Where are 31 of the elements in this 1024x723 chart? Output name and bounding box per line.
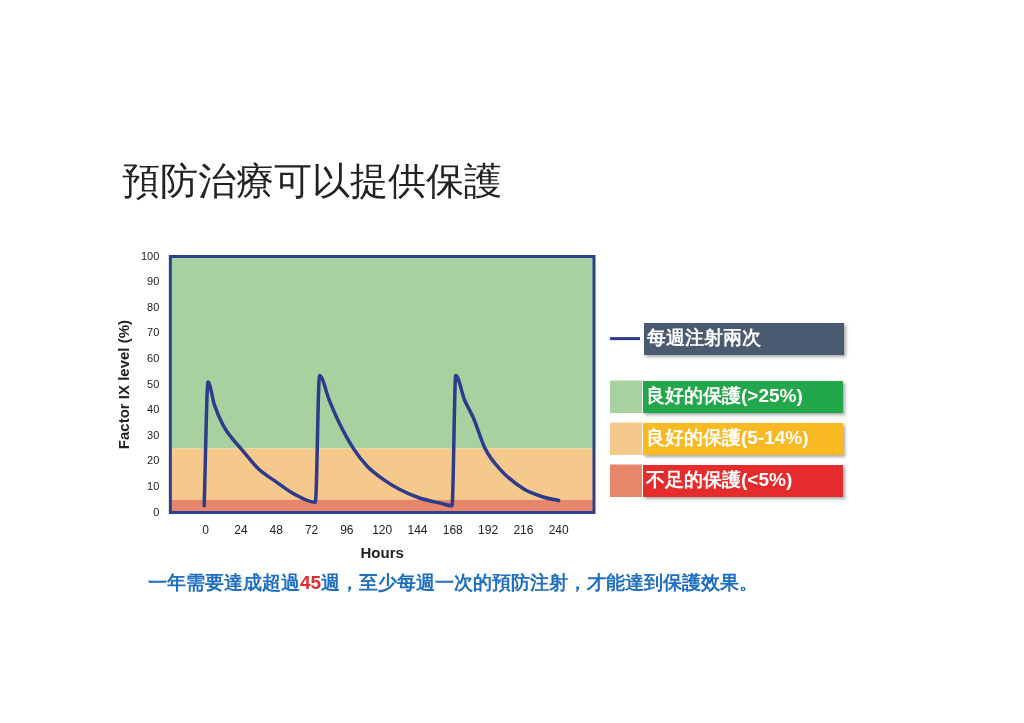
y-tick-label: 80 <box>147 300 160 313</box>
x-tick-label: 48 <box>269 523 284 538</box>
x-tick-label: 168 <box>442 523 464 538</box>
legend-label: 不足的保護(<5%) <box>645 468 793 490</box>
line-series <box>202 373 561 508</box>
x-tick-label: 144 <box>407 523 428 538</box>
x-tick-label: 0 <box>202 523 210 538</box>
x-tick-label: 96 <box>340 523 354 538</box>
y-tick-label: 10 <box>147 480 160 493</box>
y-tick-label: 60 <box>147 352 160 365</box>
x-tick-label: 24 <box>234 523 248 538</box>
x-axis-title: Hours <box>360 544 404 562</box>
band-label: 良好的保護(5-14%) <box>646 426 809 448</box>
chart-title: 預防治療可以提供保護 <box>122 159 502 204</box>
y-tick-label: 20 <box>147 454 160 467</box>
text: 一年需要達成超過45週，至少每週一次的預防注射，才能達到保護效果。 <box>148 572 759 593</box>
x-tick-label: 240 <box>548 523 570 538</box>
y-tick-label: 30 <box>147 428 160 441</box>
y-tick-label: 0 <box>153 505 160 518</box>
x-tick-label: 192 <box>478 523 499 538</box>
y-tick-label: 90 <box>147 275 160 288</box>
legend-label: 每週注射兩次 <box>646 326 762 348</box>
band-label: 良好的保護(>25%) <box>646 384 803 406</box>
y-tick-label: 40 <box>147 403 160 416</box>
y-tick-label: 70 <box>147 326 160 339</box>
x-tick-label: 120 <box>372 523 393 538</box>
y-axis-title: Factor IX level (%) <box>115 319 133 450</box>
y-tick-label: 100 <box>140 249 160 262</box>
x-tick-label: 72 <box>304 523 319 538</box>
y-tick-label: 50 <box>147 377 160 390</box>
x-tick-label: 216 <box>513 523 534 538</box>
